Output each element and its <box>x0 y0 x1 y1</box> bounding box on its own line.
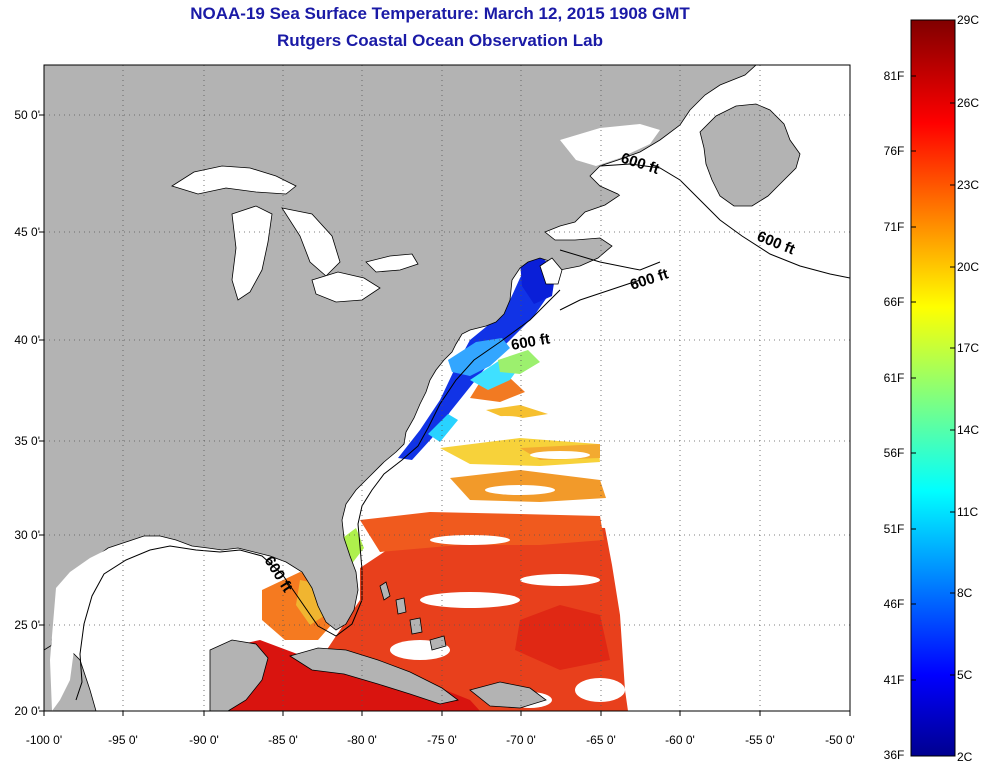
isobath-600ft <box>75 163 850 701</box>
colorbar-ticks <box>911 75 955 681</box>
colorbar-c-label: 8C <box>957 586 973 600</box>
colorbar-f-label: 76F <box>883 144 905 158</box>
colorbar-f-label: 51F <box>883 522 905 536</box>
inland-lakes <box>171 165 563 303</box>
colorbar-f-label: 66F <box>883 295 905 309</box>
colorbar-c-label: 5C <box>957 668 973 682</box>
map-title: NOAA-19 Sea Surface Temperature: March 1… <box>190 4 690 23</box>
lon-label: -90 0' <box>189 733 219 747</box>
colorbar-f-label: 61F <box>883 371 905 385</box>
colorbar-c-label: 17C <box>957 341 980 355</box>
lon-label: -65 0' <box>586 733 616 747</box>
map-subtitle: Rutgers Coastal Ocean Observation Lab <box>277 31 603 50</box>
lat-label: 20 0' <box>14 704 40 718</box>
lon-label: -100 0' <box>25 733 63 747</box>
lat-label: 30 0' <box>14 528 40 542</box>
lat-label: 35 0' <box>14 434 40 448</box>
colorbar-f-label: 56F <box>883 446 905 460</box>
lon-label: -95 0' <box>108 733 138 747</box>
lat-label: 25 0' <box>14 618 40 632</box>
colorbar-c-label: 11C <box>957 505 979 519</box>
continental-shelf <box>50 124 740 711</box>
lon-label: -80 0' <box>347 733 377 747</box>
colorbar-f-label: 46F <box>883 597 905 611</box>
isobath-label: 600 ft <box>510 330 552 354</box>
lon-label: -55 0' <box>745 733 775 747</box>
colorbar-c-label: 29C <box>957 13 980 27</box>
colorbar-c-label: 20C <box>957 260 980 274</box>
lon-label: -50 0' <box>825 733 855 747</box>
lat-label: 45 0' <box>14 225 40 239</box>
colorbar-f-label: 81F <box>883 69 905 83</box>
lon-label: -70 0' <box>506 733 536 747</box>
map-frame <box>43 64 851 712</box>
colorbar-c-label: 23C <box>957 178 980 192</box>
lon-label: -75 0' <box>427 733 457 747</box>
colorbar <box>910 19 956 757</box>
colorbar-c-label: 26C <box>957 96 980 110</box>
colorbar-c-label: 2C <box>957 750 973 764</box>
colorbar-f-label: 71F <box>883 220 905 234</box>
lat-label: 50 0' <box>14 108 40 122</box>
colorbar-c-label: 14C <box>957 423 980 437</box>
lat-label: 40 0' <box>14 333 40 347</box>
lon-label: -60 0' <box>665 733 695 747</box>
colorbar-f-label: 41F <box>883 673 905 687</box>
axis-ticks <box>39 114 851 716</box>
lon-label: -85 0' <box>268 733 298 747</box>
colorbar-f-label: 36F <box>883 748 905 762</box>
